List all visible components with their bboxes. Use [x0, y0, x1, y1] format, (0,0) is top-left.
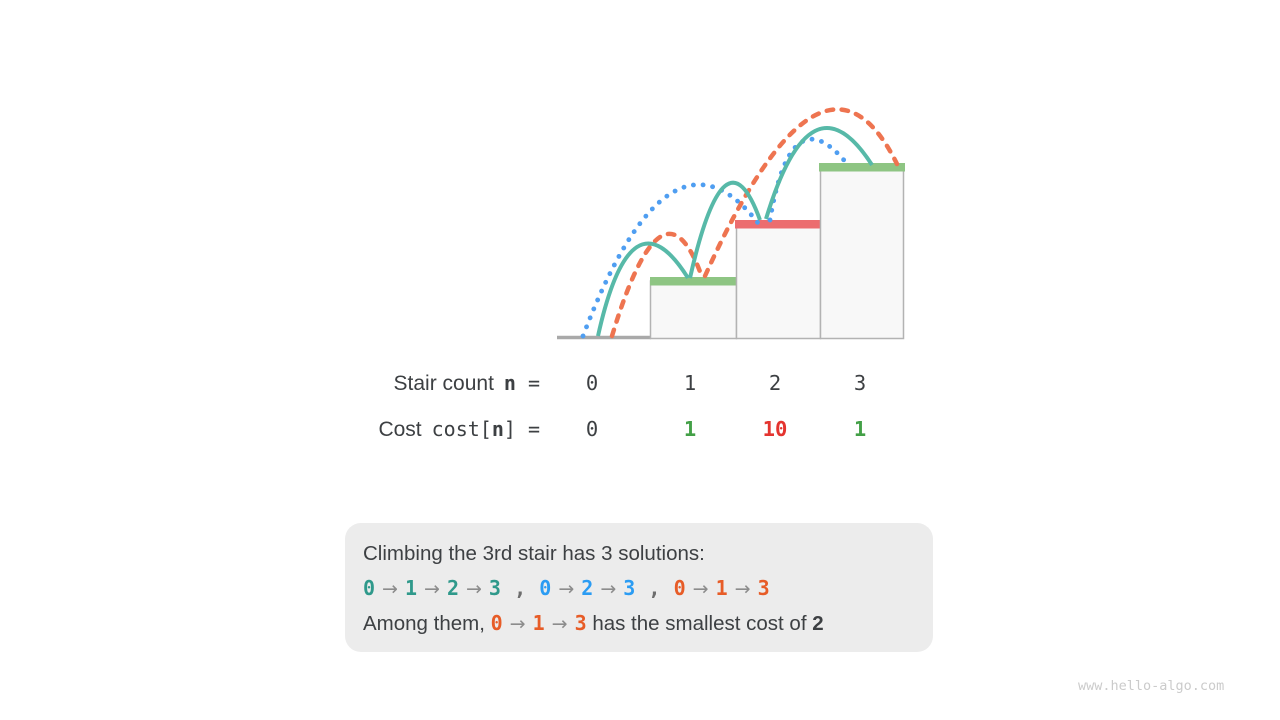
separator-comma: ,: [513, 576, 527, 600]
step-2-body: [735, 223, 822, 340]
path-sequence-teal: 0 → 1 → 2 → 3: [363, 576, 501, 600]
arrow-glyph: →: [465, 578, 482, 600]
table-cell-n1: 1: [683, 371, 697, 395]
solution-paths-line: 0 → 1 → 2 → 3, 0 → 2 → 3, 0 → 1 → 3: [363, 571, 915, 606]
table-cell-cost3: 1: [853, 417, 867, 441]
cost-code-post: ]: [503, 417, 516, 441]
stair-count-label-text: Stair count: [393, 372, 494, 395]
arrow-glyph: →: [692, 578, 709, 600]
step-1-edge: [650, 277, 737, 286]
table-cell-cost0: 0: [585, 417, 599, 441]
step-number: 0: [490, 611, 503, 635]
jump-arc-0-1-3-dashed: [609, 107, 900, 339]
arrow-glyph: →: [734, 578, 751, 600]
step-3-edge: [819, 163, 905, 172]
solution-conclusion: Among them, 0 → 1 → 3 has the smallest cost …: [363, 606, 915, 641]
cost-code-var: n: [491, 417, 504, 441]
step-number: 1: [715, 576, 728, 600]
cost-label-text: Cost: [378, 418, 422, 441]
step-number: 0: [673, 576, 686, 600]
arrow-glyph: →: [382, 578, 398, 600]
step-2-edge: [735, 220, 821, 229]
table-cell-n0: 0: [585, 371, 599, 395]
step-3: [819, 163, 905, 340]
step-number: 2: [581, 576, 594, 600]
table-cell-cost2: 10: [762, 417, 788, 441]
solution-intro-text: Climbing the 3rd stair has 3 solutions:: [363, 542, 705, 565]
step-number: 0: [363, 576, 376, 600]
cost-code-pre: cost[: [431, 417, 492, 441]
step-number: 3: [757, 576, 770, 600]
arrow-glyph: →: [558, 578, 575, 600]
step-2: [735, 220, 822, 340]
step-number: 3: [574, 611, 587, 635]
solution-box: Climbing the 3rd stair has 3 solutions: …: [345, 523, 933, 652]
solution-intro: Climbing the 3rd stair has 3 solutions:: [363, 537, 915, 571]
conclusion-suffix: has the smallest cost of: [592, 612, 807, 635]
table-cell-n2: 2: [768, 371, 782, 395]
stair-count-var: n: [503, 371, 516, 395]
equals-sign: =: [527, 371, 540, 395]
step-number: 1: [532, 611, 545, 635]
smallest-cost-value: 2: [812, 612, 824, 635]
path-sequence-orange: 0 → 1 → 3: [673, 576, 770, 600]
table-cell-cost1: 1: [683, 417, 697, 441]
step-number: 2: [446, 576, 459, 600]
jump-arc-0-1-2-3-solid: [596, 126, 874, 337]
arrow-glyph: →: [600, 578, 617, 600]
arrow-glyph: →: [509, 613, 526, 635]
step-1-body: [649, 280, 738, 340]
best-path-sequence: 0 → 1 → 3: [490, 611, 587, 635]
separator-comma: ,: [648, 576, 661, 600]
table-row-cost: Cost cost[n] = 0 1 10 1: [0, 417, 1280, 447]
step-3-body: [819, 166, 905, 340]
table-cell-n3: 3: [853, 371, 867, 395]
step-number: 0: [539, 576, 552, 600]
step-1: [649, 277, 738, 340]
watermark: www.hello-algo.com: [1078, 678, 1225, 694]
arrow-glyph: →: [424, 578, 440, 600]
step-number: 3: [488, 576, 501, 600]
step-number: 1: [404, 576, 418, 600]
equals-sign: =: [527, 417, 540, 441]
conclusion-prefix: Among them,: [363, 612, 485, 635]
stair-count-label: Stair count n =: [0, 371, 540, 396]
table-row-stair-count: Stair count n = 0 1 2 3: [0, 371, 1280, 401]
cost-label: Cost cost[n] =: [0, 417, 540, 442]
arrow-glyph: →: [551, 613, 568, 635]
path-sequence-blue: 0 → 2 → 3: [539, 576, 636, 600]
step-number: 3: [623, 576, 636, 600]
